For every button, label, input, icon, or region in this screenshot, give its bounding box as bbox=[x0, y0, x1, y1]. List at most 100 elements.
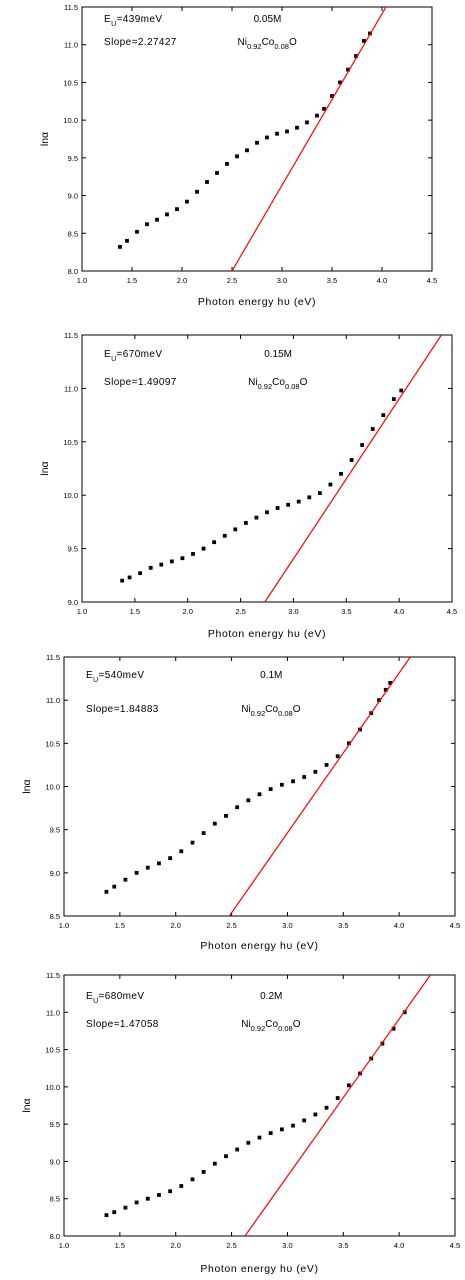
data-point bbox=[370, 427, 375, 431]
x-tick-label: 1.0 bbox=[77, 607, 87, 616]
chart-panel-2: 1.0 1.5 2.0 2.5 3.0 3.5 4.0 4.5 9.0 9.5 10.0 10.5 11… bbox=[39, 331, 457, 640]
data-point bbox=[168, 1189, 173, 1194]
x-axis-label: Photon energy hυ (eV) bbox=[200, 1263, 318, 1275]
data-point bbox=[335, 1096, 340, 1100]
x-tick-label: 4.0 bbox=[394, 607, 404, 616]
urbach-energy-label: EU=670meV bbox=[104, 349, 162, 363]
composition-formula: Ni0.92Co0.08O bbox=[238, 37, 297, 51]
x-tick-label: 4.5 bbox=[427, 276, 437, 285]
slope-label: Slope=1.49097 bbox=[104, 377, 177, 388]
x-tick-label: 3.5 bbox=[338, 1241, 348, 1250]
data-point bbox=[165, 212, 169, 217]
x-tick-label: 4.0 bbox=[394, 921, 404, 930]
data-point bbox=[313, 1112, 318, 1117]
y-tick-label: 9.5 bbox=[68, 154, 78, 163]
y-tick-label: 8.5 bbox=[50, 1195, 60, 1204]
linear-fit-line bbox=[228, 657, 411, 916]
data-point bbox=[286, 502, 291, 507]
data-point bbox=[224, 1154, 228, 1159]
y-tick-label: 9.5 bbox=[68, 545, 78, 554]
data-point bbox=[145, 1196, 150, 1201]
y-tick-label: 11.5 bbox=[64, 331, 78, 340]
data-point bbox=[233, 527, 238, 532]
y-tick-label: 11.5 bbox=[46, 971, 60, 980]
x-tick-label: 4.0 bbox=[377, 276, 387, 285]
data-point bbox=[118, 244, 122, 249]
data-point bbox=[268, 787, 273, 791]
data-point bbox=[246, 798, 251, 803]
x-tick-label: 3.0 bbox=[282, 1241, 292, 1250]
data-point bbox=[275, 506, 280, 510]
data-point bbox=[224, 813, 228, 818]
data-point bbox=[138, 571, 143, 576]
y-tick-label: 11.5 bbox=[46, 653, 60, 662]
linear-fit-line bbox=[244, 975, 431, 1236]
x-tick-label: 2.5 bbox=[227, 276, 237, 285]
data-point bbox=[191, 552, 195, 556]
data-point bbox=[255, 140, 259, 145]
data-point bbox=[295, 125, 299, 130]
concentration-label: 0.05M bbox=[254, 14, 282, 25]
data-point bbox=[155, 217, 159, 222]
x-tick-label: 3.0 bbox=[277, 276, 287, 285]
x-tick-label: 1.0 bbox=[77, 276, 87, 285]
data-point bbox=[145, 222, 149, 227]
data-point bbox=[377, 698, 381, 703]
data-point bbox=[302, 775, 307, 779]
data-point bbox=[134, 870, 139, 875]
data-point bbox=[313, 769, 318, 774]
data-point bbox=[157, 1193, 161, 1197]
y-tick-label: 8.0 bbox=[50, 1232, 60, 1241]
y-tick-label: 10.0 bbox=[45, 1083, 60, 1092]
data-point bbox=[275, 131, 279, 136]
data-point bbox=[391, 1026, 396, 1031]
concentration-label: 0.2M bbox=[260, 991, 282, 1002]
y-tick-label: 9.5 bbox=[50, 826, 60, 835]
data-point bbox=[279, 1127, 284, 1132]
data-point bbox=[190, 840, 195, 845]
data-point bbox=[201, 546, 206, 551]
y-tick-label: 9.0 bbox=[50, 869, 60, 878]
data-point bbox=[243, 521, 248, 525]
data-point bbox=[190, 1177, 195, 1182]
data-point bbox=[222, 533, 227, 538]
x-tick-label: 4.0 bbox=[394, 1241, 404, 1250]
x-tick-label: 3.0 bbox=[282, 921, 292, 930]
y-tick-label: 10.5 bbox=[45, 739, 60, 748]
data-point bbox=[179, 849, 184, 854]
data-point bbox=[339, 471, 343, 476]
data-point bbox=[123, 1205, 128, 1210]
data-point bbox=[201, 831, 206, 836]
data-point bbox=[235, 154, 239, 159]
data-point bbox=[257, 792, 262, 797]
x-tick-label: 4.5 bbox=[450, 921, 460, 930]
data-point bbox=[112, 1210, 117, 1215]
x-tick-label: 2.0 bbox=[182, 607, 192, 616]
plot-frame bbox=[81, 334, 453, 603]
x-tick-label: 2.5 bbox=[226, 921, 236, 930]
data-point bbox=[195, 189, 199, 194]
x-tick-label: 1.5 bbox=[115, 1241, 125, 1250]
data-point bbox=[201, 1169, 206, 1174]
x-tick-label: 2.0 bbox=[170, 921, 180, 930]
data-point bbox=[291, 779, 295, 784]
data-point bbox=[168, 856, 173, 861]
y-tick-label: 11.0 bbox=[64, 384, 78, 393]
data-point bbox=[246, 1140, 251, 1145]
data-point bbox=[123, 877, 128, 882]
x-tick-label: 2.5 bbox=[226, 1241, 236, 1250]
data-point bbox=[205, 180, 209, 184]
data-point bbox=[125, 238, 129, 243]
data-point bbox=[346, 741, 351, 746]
data-point bbox=[338, 80, 342, 85]
x-tick-label: 3.5 bbox=[327, 276, 337, 285]
data-point bbox=[381, 413, 386, 417]
x-tick-label: 2.0 bbox=[177, 276, 187, 285]
data-point bbox=[185, 199, 189, 204]
linear-fit-line bbox=[231, 7, 387, 271]
data-point bbox=[127, 575, 132, 580]
slope-label: Slope=1.47058 bbox=[86, 1019, 159, 1030]
x-tick-label: 1.5 bbox=[127, 276, 137, 285]
data-point bbox=[402, 1010, 407, 1015]
concentration-label: 0.1M bbox=[260, 670, 282, 681]
